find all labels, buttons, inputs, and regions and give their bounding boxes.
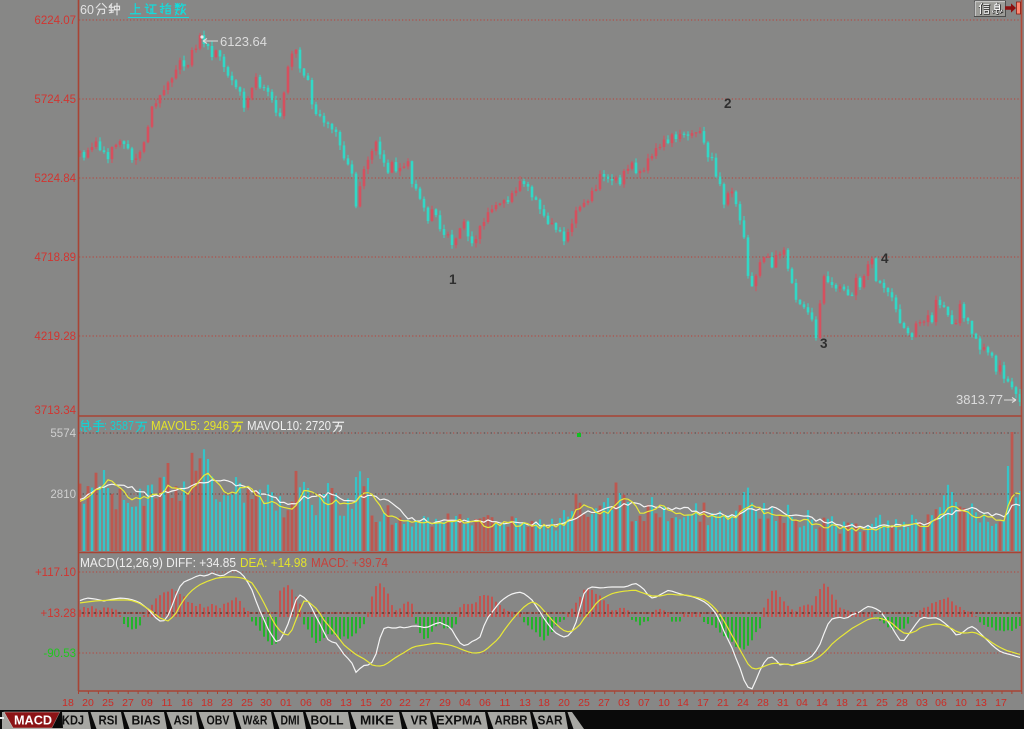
svg-text:06: 06 [479, 697, 491, 709]
svg-text:6224.07: 6224.07 [34, 15, 76, 27]
svg-text:DEA: +14.98: DEA: +14.98 [240, 556, 307, 570]
svg-text:14: 14 [816, 697, 828, 709]
svg-text:23: 23 [221, 697, 233, 709]
svg-text:EXPMA: EXPMA [436, 714, 482, 728]
svg-text:17: 17 [995, 697, 1007, 709]
svg-text:4718.89: 4718.89 [34, 252, 76, 264]
svg-text:31: 31 [777, 697, 789, 709]
svg-text:01: 01 [280, 697, 292, 709]
svg-text:17: 17 [697, 697, 709, 709]
svg-text:MACD: MACD [14, 714, 52, 728]
svg-text:10: 10 [955, 697, 967, 709]
svg-text:4: 4 [881, 251, 889, 266]
svg-text:18: 18 [836, 697, 848, 709]
svg-text:24: 24 [737, 697, 749, 709]
svg-text:ARBR: ARBR [495, 714, 528, 728]
svg-text:VR: VR [411, 714, 428, 728]
svg-text:03: 03 [916, 697, 928, 709]
svg-text:11: 11 [500, 697, 511, 709]
svg-text:13: 13 [340, 697, 352, 709]
svg-text:BIAS: BIAS [132, 714, 161, 728]
svg-text:27: 27 [598, 697, 610, 709]
svg-text:06: 06 [935, 697, 947, 709]
svg-text:3: 3 [820, 336, 828, 351]
svg-text:08: 08 [320, 697, 332, 709]
svg-text:+13.28: +13.28 [41, 608, 77, 620]
svg-text:MAVOL5: 2946: MAVOL5: 2946 [151, 419, 229, 433]
svg-text:2: 2 [724, 96, 732, 111]
svg-text:30: 30 [260, 697, 272, 709]
svg-text:20: 20 [82, 697, 94, 709]
svg-text:2810: 2810 [50, 489, 76, 501]
svg-text:16: 16 [181, 697, 193, 709]
svg-text:3813.77: 3813.77 [956, 392, 1003, 407]
svg-text:DMI: DMI [281, 714, 300, 728]
svg-text:18: 18 [201, 697, 213, 709]
svg-text:03: 03 [618, 697, 630, 709]
svg-text:07: 07 [638, 697, 650, 709]
svg-text:29: 29 [439, 697, 451, 709]
svg-text:11: 11 [162, 697, 173, 709]
svg-text:10: 10 [658, 697, 670, 709]
svg-text:OBV: OBV [207, 714, 231, 728]
svg-text:20: 20 [558, 697, 570, 709]
svg-text:04: 04 [459, 697, 471, 709]
svg-text:28: 28 [757, 697, 769, 709]
svg-text:4219.28: 4219.28 [34, 331, 76, 343]
svg-text:RSI: RSI [99, 714, 118, 728]
svg-text:27: 27 [122, 697, 134, 709]
svg-text:25: 25 [578, 697, 590, 709]
svg-text:13: 13 [975, 697, 987, 709]
svg-text:60: 60 [80, 3, 94, 17]
svg-text:25: 25 [102, 697, 114, 709]
svg-text:ASI: ASI [174, 714, 193, 728]
svg-text:06: 06 [300, 697, 312, 709]
svg-text:5574: 5574 [50, 428, 76, 440]
svg-text:14: 14 [677, 697, 689, 709]
svg-text:28: 28 [896, 697, 908, 709]
svg-text:18: 18 [62, 697, 74, 709]
svg-text:-90.53: -90.53 [43, 648, 76, 660]
svg-text:KDJ: KDJ [62, 714, 84, 728]
svg-text:21: 21 [717, 697, 729, 709]
svg-text:MIKE: MIKE [360, 714, 394, 728]
svg-text:5224.84: 5224.84 [34, 173, 76, 185]
svg-text:3713.34: 3713.34 [34, 405, 76, 417]
svg-text:MAVOL10: 2720: MAVOL10: 2720 [247, 419, 331, 433]
svg-text:: 3587: : 3587 [104, 419, 134, 433]
svg-text:15: 15 [360, 697, 372, 709]
svg-text:BOLL: BOLL [311, 714, 344, 728]
svg-text:22: 22 [399, 697, 411, 709]
svg-text:1: 1 [449, 272, 457, 287]
svg-text:09: 09 [141, 697, 153, 709]
svg-text:25: 25 [876, 697, 888, 709]
svg-text:5724.45: 5724.45 [34, 94, 76, 106]
svg-text:27: 27 [419, 697, 431, 709]
svg-text:6123.64: 6123.64 [220, 34, 267, 49]
svg-text:04: 04 [796, 697, 808, 709]
svg-text:25: 25 [241, 697, 253, 709]
svg-text:20: 20 [380, 697, 392, 709]
svg-text:13: 13 [519, 697, 531, 709]
svg-text:21: 21 [856, 697, 868, 709]
svg-text:SAR: SAR [538, 714, 563, 728]
svg-text:MACD: +39.74: MACD: +39.74 [311, 556, 388, 570]
svg-text:W&R: W&R [243, 714, 268, 728]
svg-text:18: 18 [538, 697, 550, 709]
svg-text:+117.10: +117.10 [35, 567, 76, 579]
svg-text:MACD(12,26,9) DIFF: +34.85: MACD(12,26,9) DIFF: +34.85 [80, 556, 236, 570]
